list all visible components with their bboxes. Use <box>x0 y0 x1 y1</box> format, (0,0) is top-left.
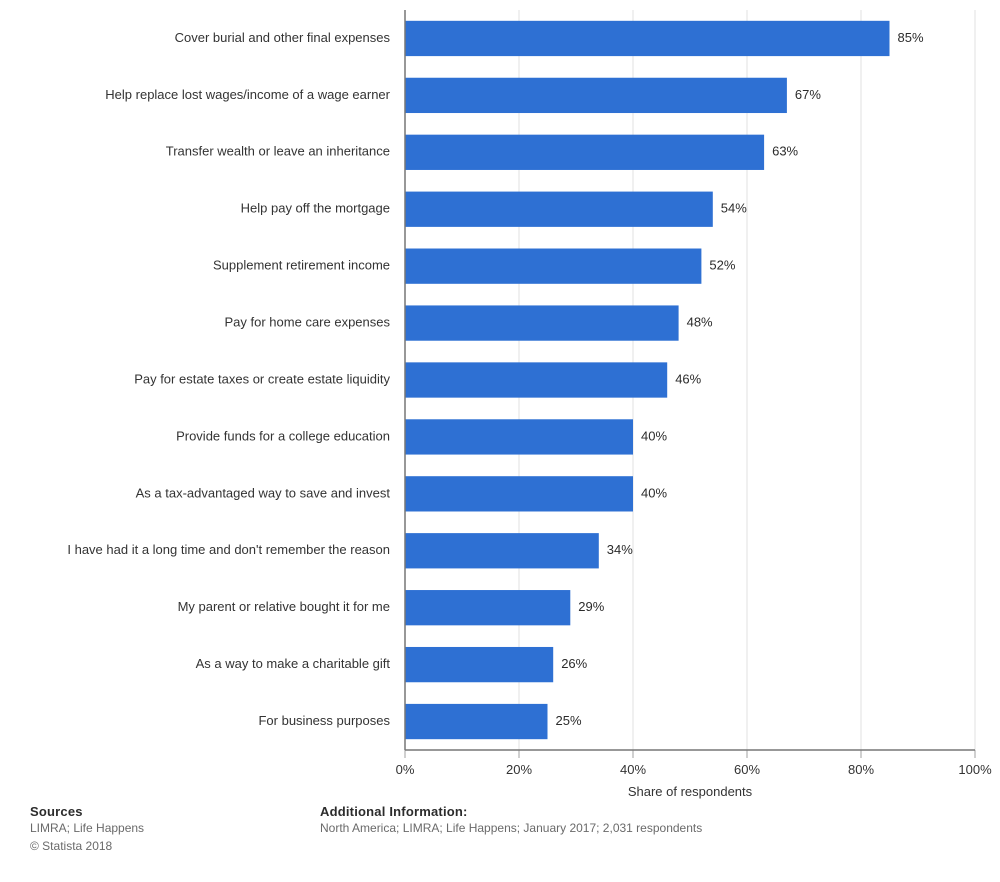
category-label: Supplement retirement income <box>213 258 390 273</box>
bar <box>405 419 633 454</box>
x-tick-label: 60% <box>734 762 760 777</box>
x-axis-label: Share of respondents <box>628 784 753 799</box>
category-label: Cover burial and other final expenses <box>175 30 391 45</box>
bar <box>405 362 667 397</box>
bar-value-label: 52% <box>709 258 735 273</box>
x-tick-label: 20% <box>506 762 532 777</box>
x-tick-label: 0% <box>396 762 415 777</box>
bar <box>405 647 553 682</box>
sources-block: Sources LIMRA; Life Happens © Statista 2… <box>30 804 310 853</box>
bar <box>405 21 890 56</box>
sources-title: Sources <box>30 804 310 819</box>
category-label: Transfer wealth or leave an inheritance <box>166 144 390 159</box>
bar <box>405 192 713 227</box>
additional-text: North America; LIMRA; Life Happens; Janu… <box>320 821 940 835</box>
additional-info-block: Additional Information: North America; L… <box>320 804 940 835</box>
x-tick-label: 100% <box>958 762 992 777</box>
category-label: As a tax-advantaged way to save and inve… <box>136 485 391 500</box>
bar <box>405 704 548 739</box>
x-tick-label: 40% <box>620 762 646 777</box>
bar <box>405 533 599 568</box>
bar-value-label: 26% <box>561 656 587 671</box>
bar <box>405 476 633 511</box>
bar <box>405 305 679 340</box>
category-label: For business purposes <box>258 713 390 728</box>
category-label: Help pay off the mortgage <box>241 201 390 216</box>
bar-value-label: 40% <box>641 428 667 443</box>
category-label: Provide funds for a college education <box>176 428 390 443</box>
bar-value-label: 54% <box>721 201 747 216</box>
bar <box>405 78 787 113</box>
bar-value-label: 67% <box>795 87 821 102</box>
bar <box>405 249 701 284</box>
bar <box>405 590 570 625</box>
x-tick-label: 80% <box>848 762 874 777</box>
copyright: © Statista 2018 <box>30 839 310 853</box>
category-label: Pay for home care expenses <box>225 315 391 330</box>
bar-value-label: 40% <box>641 485 667 500</box>
bar-chart: 0% 20% 40% 60% 80% 100% 85% Cover burial and ot… <box>0 0 1000 800</box>
bar-value-label: 48% <box>687 315 713 330</box>
category-label: My parent or relative bought it for me <box>178 599 390 614</box>
category-label: Help replace lost wages/income of a wage… <box>105 87 390 102</box>
bar-value-label: 63% <box>772 144 798 159</box>
sources-text: LIMRA; Life Happens <box>30 821 310 835</box>
bar-value-label: 25% <box>556 713 582 728</box>
bar-value-label: 34% <box>607 542 633 557</box>
category-label: Pay for estate taxes or create estate li… <box>134 371 390 386</box>
footer: Sources LIMRA; Life Happens © Statista 2… <box>0 804 1000 882</box>
bar-value-label: 46% <box>675 371 701 386</box>
category-label: As a way to make a charitable gift <box>196 656 391 671</box>
additional-title: Additional Information: <box>320 804 940 819</box>
category-label: I have had it a long time and don't reme… <box>67 542 390 557</box>
bar-value-label: 29% <box>578 599 604 614</box>
bar <box>405 135 764 170</box>
bar-value-label: 85% <box>898 30 924 45</box>
